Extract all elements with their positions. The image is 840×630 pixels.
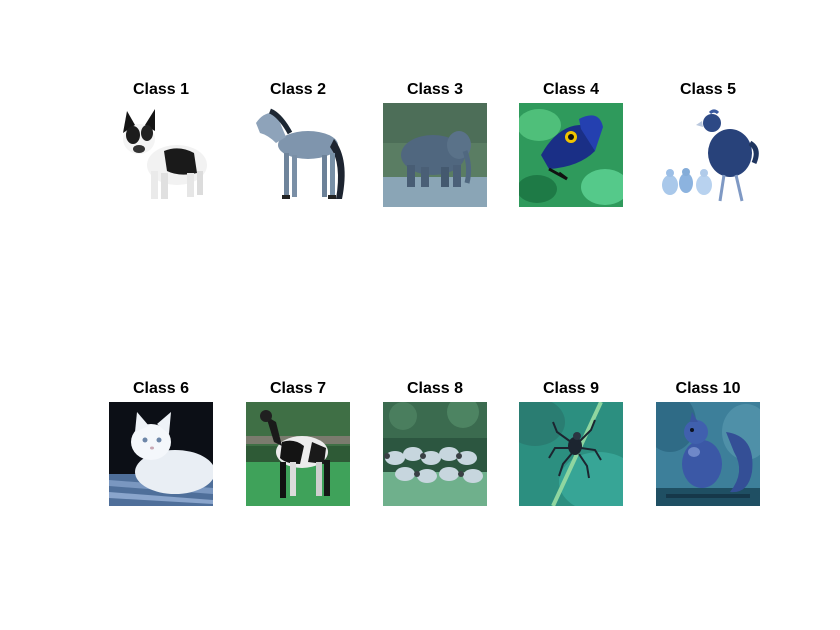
panel-title: Class 2 (269, 81, 327, 98)
dog-image (109, 103, 213, 207)
panel-title: Class 8 (406, 380, 464, 397)
horse-image (246, 103, 350, 207)
panel-title: Class 10 (675, 380, 741, 397)
elephant-image (383, 103, 487, 207)
chicken-image (656, 103, 760, 207)
panel-title: Class 6 (132, 380, 190, 397)
cow-image (246, 402, 350, 506)
cat-image (109, 402, 213, 506)
spider-image (519, 402, 623, 506)
squirrel-image (656, 402, 760, 506)
panel-title: Class 4 (542, 81, 600, 98)
panel-title: Class 7 (269, 380, 327, 397)
butterfly-image (519, 103, 623, 207)
sheep-image (383, 402, 487, 506)
panel-title: Class 3 (406, 81, 464, 98)
panel-title: Class 9 (542, 380, 600, 397)
panel-title: Class 1 (132, 81, 190, 98)
panel-title: Class 5 (679, 81, 737, 98)
